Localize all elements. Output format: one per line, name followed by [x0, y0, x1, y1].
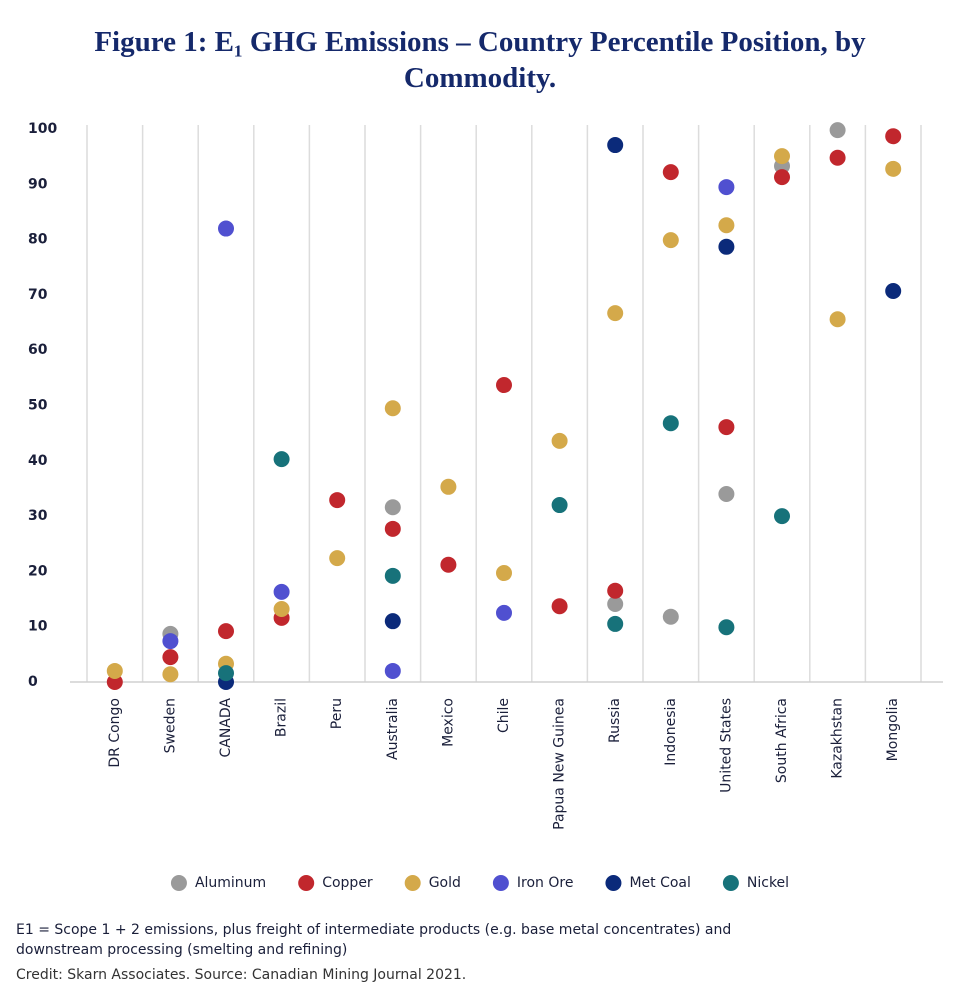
legend-swatch — [298, 875, 315, 891]
legend-swatch — [404, 875, 421, 891]
dot — [829, 149, 846, 166]
y-tick-label: 40 — [28, 453, 48, 469]
dot — [384, 400, 401, 417]
dot — [662, 232, 679, 249]
x-tick-label: Papua New Guinea — [552, 698, 568, 830]
x-tick-label: CANADA — [218, 698, 234, 758]
dot — [496, 604, 512, 621]
dot — [718, 619, 735, 636]
y-tick-label: 100 — [28, 121, 57, 137]
x-tick-label: Russia — [607, 698, 623, 743]
dot — [384, 613, 401, 630]
dot — [718, 485, 735, 502]
dot — [218, 220, 234, 237]
dot — [440, 556, 457, 573]
legend-label: Copper — [322, 875, 373, 891]
dot — [718, 238, 735, 255]
y-tick-label: 80 — [28, 232, 48, 248]
legend-swatch — [492, 875, 509, 891]
x-tick-label: Brazil — [274, 698, 290, 737]
dot — [607, 137, 624, 154]
dot — [885, 160, 902, 177]
dot — [329, 492, 346, 509]
y-tick-label: 90 — [28, 176, 48, 192]
dot — [218, 623, 234, 640]
x-tick-label: Mongolia — [885, 698, 901, 761]
legend-label: Aluminum — [195, 875, 266, 891]
dot — [885, 283, 902, 300]
y-tick-label: 50 — [28, 398, 48, 414]
dot — [662, 164, 679, 181]
dot — [384, 499, 401, 516]
dot — [218, 665, 234, 682]
x-tick-label: United States — [718, 698, 734, 793]
dot — [885, 128, 902, 145]
x-tick-label: South Africa — [774, 698, 790, 783]
dot — [162, 633, 179, 650]
dot — [273, 583, 290, 600]
legend: Aluminum Copper Gold Iron Ore Met Coal Nickel — [170, 875, 789, 891]
dot — [607, 615, 624, 632]
footnote: E1 = Scope 1 + 2 emissions, plus freight… — [16, 922, 732, 958]
legend-label: Gold — [429, 875, 461, 891]
legend-label: Iron Ore — [517, 875, 574, 891]
dot — [496, 377, 512, 394]
x-tick-label: Chile — [496, 698, 512, 733]
dot — [718, 217, 735, 234]
dot — [774, 148, 790, 165]
dot — [718, 419, 735, 436]
dot — [273, 451, 290, 468]
dot — [607, 596, 624, 613]
legend-swatch — [605, 875, 622, 891]
dot — [551, 497, 568, 514]
chart-title: Figure 1: E₁ GHG Emissions – Country Per… — [94, 26, 866, 94]
dot — [551, 432, 568, 449]
dot — [329, 550, 346, 567]
y-tick-label: 10 — [28, 619, 48, 635]
dot — [829, 311, 846, 328]
x-tick-label: Indonesia — [663, 698, 679, 766]
legend-swatch — [170, 875, 187, 891]
dot — [607, 305, 624, 322]
y-tick-label: 20 — [28, 563, 48, 579]
x-tick-label: Kazakhstan — [830, 698, 846, 779]
dot — [718, 179, 735, 196]
dot — [273, 601, 290, 618]
dot — [384, 567, 401, 584]
dot — [662, 608, 679, 625]
legend-swatch — [722, 875, 739, 891]
dot — [774, 508, 790, 525]
dot — [551, 598, 568, 615]
dot — [607, 582, 624, 599]
dot — [384, 662, 401, 679]
dot — [106, 662, 123, 679]
x-tick-label: DR Congo — [107, 698, 123, 768]
dot — [162, 666, 179, 683]
legend-label: Nickel — [747, 875, 789, 891]
x-tick-label: Australia — [385, 698, 401, 760]
dot — [162, 649, 179, 666]
credit: Credit: Skarn Associates. Source: Canadi… — [16, 967, 467, 983]
dot — [829, 122, 846, 139]
x-tick-label: Sweden — [162, 698, 178, 753]
dot — [440, 478, 457, 495]
y-tick-label: 70 — [28, 287, 48, 303]
dot — [496, 565, 512, 582]
dot — [662, 415, 679, 432]
y-tick-label: 0 — [28, 674, 38, 690]
dot — [774, 169, 790, 186]
x-tick-label: Mexico — [440, 698, 456, 747]
chart: 0 10 20 30 40 50 60 70 80 90 100 DR Congo Sweden CANA… — [28, 121, 943, 891]
y-tick-label: 30 — [28, 508, 48, 524]
dot — [384, 520, 401, 537]
legend-label: Met Coal — [629, 875, 690, 891]
dot — [106, 674, 123, 690]
y-tick-label: 60 — [28, 342, 48, 358]
x-tick-label: Peru — [329, 698, 345, 729]
